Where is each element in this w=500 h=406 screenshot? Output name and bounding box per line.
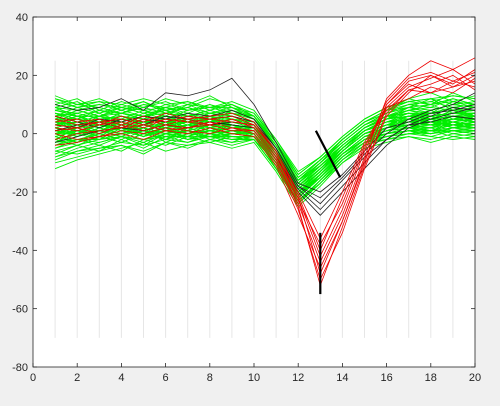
series-line-79 — [54, 74, 476, 280]
x-tick-label: 18 — [425, 372, 437, 384]
series-line-80 — [54, 74, 476, 257]
series-line-51 — [54, 101, 476, 178]
y-tick-label: -80 — [12, 362, 28, 374]
x-tick-label: 4 — [118, 372, 124, 384]
x-tick-label: 2 — [74, 372, 80, 384]
series-line-63 — [55, 101, 476, 181]
series-line-82 — [55, 72, 476, 245]
series-line-84 — [54, 77, 476, 240]
y-tick-label: 20 — [16, 70, 28, 82]
x-tick-label: 6 — [163, 372, 169, 384]
y-tick-label: 40 — [16, 12, 28, 24]
x-tick-label: 8 — [207, 372, 213, 384]
y-tick-label: -40 — [12, 245, 28, 257]
series-line-66 — [55, 124, 475, 193]
series-line-83 — [55, 74, 476, 286]
annotation-segment-1 — [314, 130, 342, 178]
series-line-56 — [54, 95, 476, 175]
series-line-55 — [54, 130, 476, 202]
x-tick-label: 14 — [336, 372, 348, 384]
axes: 0 2 4 6 8 10 12 14 16 18 20 -80 -60 -40 -20 0 20 40 — [12, 12, 481, 384]
x-tick-label: 20 — [469, 372, 481, 384]
x-tick-label: 0 — [30, 372, 36, 384]
series-line-81 — [55, 69, 476, 269]
annotation-layer — [314, 130, 342, 295]
x-tick-label: 10 — [248, 372, 260, 384]
series-line-23 — [54, 98, 476, 178]
x-tick-label: 16 — [380, 372, 392, 384]
series-line-71 — [54, 77, 476, 193]
x-tick-label: 12 — [292, 372, 304, 384]
series-layer — [54, 57, 476, 286]
y-tick-label: -60 — [12, 304, 28, 316]
series-line-22 — [54, 133, 476, 208]
y-tick-label: -20 — [12, 187, 28, 199]
y-tick-label: 0 — [22, 129, 28, 141]
